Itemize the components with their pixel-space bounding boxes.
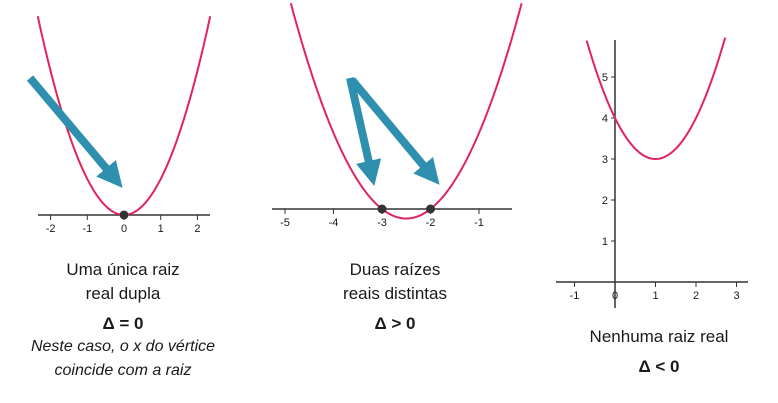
chart-3-y-tick-label-3: 4 bbox=[602, 113, 608, 125]
chart-3-parabola bbox=[585, 37, 727, 161]
chart-2: -5 -4 -3 -2 -1 bbox=[272, 2, 523, 229]
chart-1-root-point bbox=[119, 210, 129, 220]
chart-2-text: Duas raízes reais distintas Δ > 0 bbox=[272, 258, 518, 334]
chart-3: -1 0 1 2 3 1 2 3 4 5 bbox=[556, 37, 748, 308]
chart-2-delta: Δ > 0 bbox=[374, 314, 416, 333]
chart-3-caption-line1: Nenhuma raiz real bbox=[589, 327, 729, 346]
chart-2-parabola bbox=[289, 2, 523, 220]
chart-2-x-tick-label-0: -5 bbox=[280, 217, 290, 229]
chart-2-arrow-left bbox=[346, 77, 382, 186]
chart-1-x-tick-label-2: 0 bbox=[121, 223, 127, 235]
chart-1-x-tick-label-1: -1 bbox=[82, 223, 92, 235]
chart-2-root-point-right bbox=[426, 204, 435, 214]
chart-2-x-tick-label-3: -2 bbox=[426, 217, 436, 229]
chart-3-y-tick-label-0: 1 bbox=[602, 236, 608, 248]
chart-1-note-line1: Neste caso, o x do vértice bbox=[30, 338, 216, 355]
chart-1-delta: Δ = 0 bbox=[102, 314, 144, 333]
chart-3-text: Nenhuma raiz real Δ < 0 bbox=[540, 325, 778, 377]
chart-1-caption-line1: Uma única raiz bbox=[66, 260, 180, 279]
chart-3-x-tick-label-0: -1 bbox=[570, 290, 580, 302]
chart-1-note-line2: coincide com a raiz bbox=[54, 362, 192, 379]
chart-3-delta: Δ < 0 bbox=[638, 357, 680, 376]
chart-3-y-tick-label-2: 3 bbox=[602, 154, 608, 166]
chart-2-x-tick-label-1: -4 bbox=[329, 217, 339, 229]
chart-3-x-tick-label-4: 3 bbox=[733, 290, 739, 302]
chart-1-x-tick-label-0: -2 bbox=[46, 223, 56, 235]
chart-2-caption-line1: Duas raízes bbox=[349, 260, 441, 279]
chart-1-x-tick-label-3: 1 bbox=[158, 223, 164, 235]
chart-2-arrow-right bbox=[348, 77, 440, 185]
chart-1-text: Uma única raiz real dupla Δ = 0 Neste ca… bbox=[0, 258, 246, 382]
chart-3-y-tick-label-4: 5 bbox=[602, 72, 608, 84]
chart-1: -2 -1 0 1 2 bbox=[26, 15, 212, 235]
chart-3-y-tick-label-1: 2 bbox=[602, 195, 608, 207]
chart-3-x-tick-label-2: 1 bbox=[652, 290, 658, 302]
chart-2-caption-line2: reais distintas bbox=[343, 284, 447, 303]
chart-2-root-point-left bbox=[377, 204, 387, 214]
chart-1-caption-line2: real dupla bbox=[85, 284, 161, 303]
chart-3-ticks: -1 0 1 2 3 1 2 3 4 5 bbox=[570, 72, 740, 302]
chart-1-x-tick-label-4: 2 bbox=[194, 223, 200, 235]
chart-3-x-tick-label-3: 2 bbox=[693, 290, 699, 302]
chart-2-x-tick-label-2: -3 bbox=[377, 217, 387, 229]
chart-2-x-tick-label-4: -1 bbox=[474, 217, 484, 229]
chart-1-arrow bbox=[26, 75, 123, 188]
chart-3-x-tick-label-1: 0 bbox=[612, 290, 618, 302]
